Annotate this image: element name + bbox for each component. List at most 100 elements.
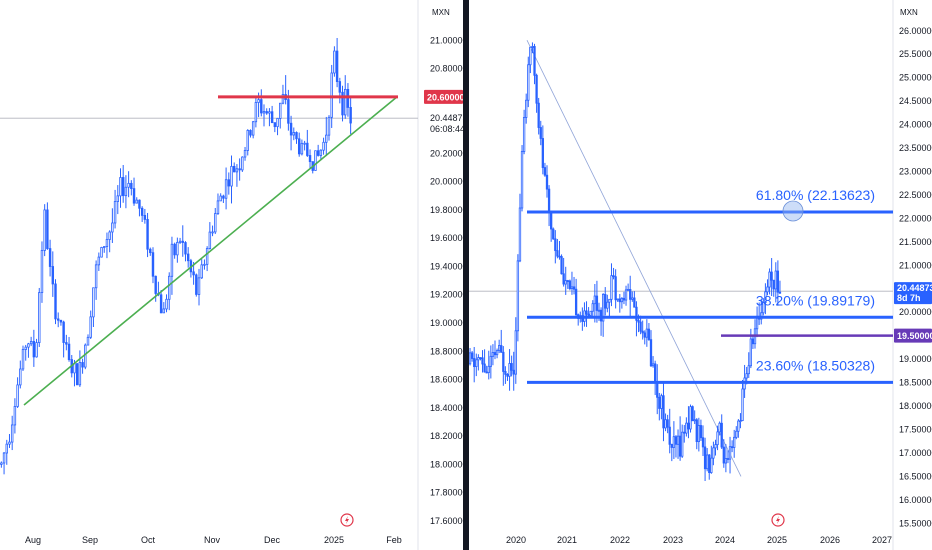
candle-body xyxy=(238,168,241,171)
lightning-icon[interactable] xyxy=(771,513,785,527)
x-tick-label: 2024 xyxy=(715,535,735,545)
chart-pane-right[interactable]: MXN 26.00000 25.50000 25.00000 24.50000 24.00… xyxy=(469,0,932,550)
candle-body xyxy=(349,107,352,124)
lightning-icon[interactable] xyxy=(340,513,354,527)
candle-body xyxy=(132,188,136,204)
candle-body xyxy=(739,420,742,423)
candle-body xyxy=(40,250,44,294)
candle-body xyxy=(186,253,190,262)
candle-body xyxy=(612,275,615,278)
candle-body xyxy=(699,425,703,439)
y-tick-label: 19.00000 xyxy=(430,318,463,328)
candle-body xyxy=(666,419,669,428)
candle-body xyxy=(587,313,590,316)
candle-body xyxy=(656,381,659,398)
y-tick-label: 22.00000 xyxy=(899,213,932,223)
candle-body xyxy=(624,289,628,301)
candle-body xyxy=(762,302,765,314)
candle-body xyxy=(774,270,777,290)
candle-body xyxy=(243,150,247,158)
candle-body xyxy=(184,242,187,255)
candle-body xyxy=(751,338,755,345)
candle-body xyxy=(766,286,769,293)
candle-body xyxy=(685,422,688,434)
y-tick-label: 18.60000 xyxy=(430,375,463,385)
candle-body xyxy=(327,116,331,136)
candle-body xyxy=(192,271,195,276)
x-tick-label: 2026 xyxy=(820,535,840,545)
candle-body xyxy=(54,283,57,320)
candle-body xyxy=(89,316,92,338)
fib-level-label: 38.20% (19.89179) xyxy=(756,292,875,308)
y-tick-label: 18.00000 xyxy=(430,459,463,469)
currency-label: MXN xyxy=(432,8,450,17)
x-tick-label: 2021 xyxy=(557,535,577,545)
candle-body xyxy=(338,81,342,93)
y-tick-label: 21.00000 xyxy=(899,260,932,270)
candle-body xyxy=(479,357,482,359)
y-tick-label: 25.00000 xyxy=(899,73,932,83)
candle-body xyxy=(111,222,114,233)
candle-body xyxy=(508,363,511,377)
chart-right[interactable]: MXN 26.00000 25.50000 25.00000 24.50000 24.00… xyxy=(469,0,932,550)
candle-body xyxy=(701,437,705,448)
candle-body xyxy=(676,435,680,445)
ascending-trendline[interactable] xyxy=(23,96,398,406)
candle-body xyxy=(697,425,700,443)
candle-body xyxy=(59,319,63,323)
candle-body xyxy=(722,446,725,464)
candle-body xyxy=(57,318,60,321)
candle-body xyxy=(572,286,576,290)
candle-body xyxy=(246,130,249,151)
candle-body xyxy=(94,264,98,289)
x-tick-label: Oct xyxy=(141,535,156,545)
candle-body xyxy=(173,243,176,256)
y-tick-label: 26.00000 xyxy=(899,26,932,36)
fib-marker-circle[interactable] xyxy=(782,200,804,222)
candle-body xyxy=(222,195,225,199)
candle-body xyxy=(230,165,233,187)
candle-body xyxy=(224,179,228,199)
candle-body xyxy=(502,351,505,372)
candle-body xyxy=(257,99,260,103)
candle-body xyxy=(616,298,619,301)
candle-body xyxy=(631,297,634,300)
y-tick-label: 18.20000 xyxy=(430,431,463,441)
chart-left[interactable]: MXN 21.00000 20.80000 20.20000 20.00000 19.80… xyxy=(0,0,463,550)
candle-body xyxy=(556,250,559,257)
candle-body xyxy=(75,363,79,386)
y-tick-label: 15.50000 xyxy=(899,518,932,528)
candle-body xyxy=(32,341,36,358)
candle-body xyxy=(159,294,163,314)
candle-body xyxy=(541,138,544,168)
candle-body xyxy=(735,430,738,438)
candle-body xyxy=(747,365,750,375)
candle-body xyxy=(527,64,530,101)
candle-body xyxy=(292,132,295,136)
candle-body xyxy=(683,431,686,434)
candle-body xyxy=(470,352,474,359)
resistance-price-label: 20.60000 xyxy=(427,92,463,102)
candle-body xyxy=(689,406,692,430)
chart-pane-left[interactable]: MXN 21.00000 20.80000 20.20000 20.00000 19.80… xyxy=(0,0,463,550)
y-tick-label: 18.00000 xyxy=(899,401,932,411)
pane-divider[interactable] xyxy=(463,0,469,550)
candle-body xyxy=(641,330,644,334)
y-tick-label: 24.50000 xyxy=(899,96,932,106)
candle-body xyxy=(279,102,282,119)
candle-body xyxy=(105,239,109,247)
candle-body xyxy=(21,349,25,370)
candle-body xyxy=(545,174,549,190)
fib-anchor-line[interactable] xyxy=(526,39,742,477)
candle-body xyxy=(270,111,274,124)
candle-body xyxy=(730,446,734,449)
currency-label: MXN xyxy=(900,8,918,17)
candle-body xyxy=(92,287,95,318)
candle-body xyxy=(341,91,344,116)
candle-body xyxy=(764,291,767,303)
x-tick-label: Sep xyxy=(82,535,98,545)
candle-body xyxy=(543,167,547,176)
level-price-label: 19.50000 xyxy=(897,331,932,341)
candle-body xyxy=(346,89,350,108)
candle-body xyxy=(733,436,736,448)
